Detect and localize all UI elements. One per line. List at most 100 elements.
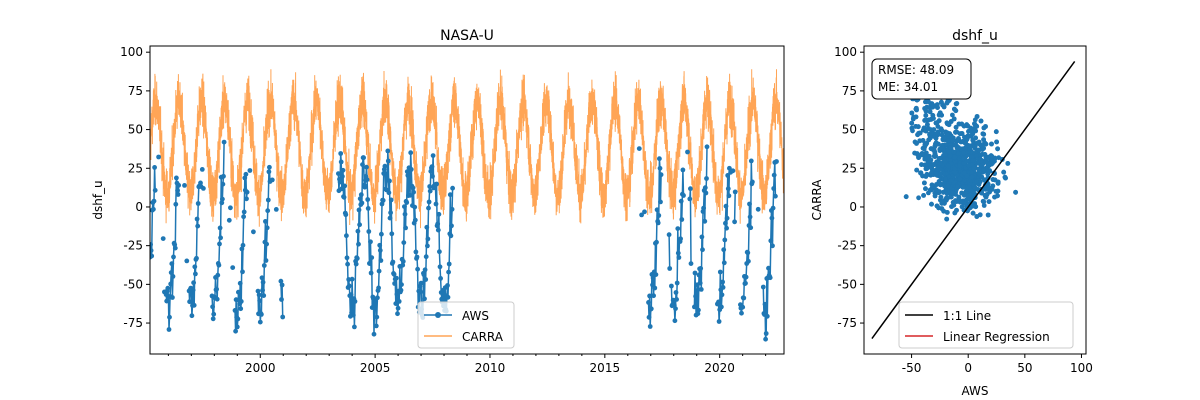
- scatter-point: [986, 199, 992, 205]
- scatter-point: [929, 170, 934, 176]
- scatter-point: [981, 199, 987, 205]
- scatter-point: [938, 126, 944, 132]
- scatter-point: [985, 212, 991, 218]
- timeseries-axes: -75 -50 -25 0 25 50 75 100 2000 2005 2010 2015 2020: [120, 45, 785, 375]
- scatter-point: [959, 190, 965, 196]
- scatter-point: [964, 158, 970, 164]
- legend-label-carra: CARRA: [462, 330, 504, 344]
- scatter-point: [974, 153, 979, 159]
- aws-point: [182, 183, 187, 188]
- scatter-point: [956, 136, 961, 141]
- scatter-point: [931, 162, 936, 168]
- aws-point: [755, 206, 761, 212]
- scatter-point: [995, 146, 1000, 152]
- aws-point: [639, 212, 644, 218]
- scatter-point: [989, 154, 995, 159]
- scatter-point: [992, 194, 997, 200]
- me-text: ME: 34.01: [878, 80, 938, 94]
- scatter-ytick-label: -50: [837, 277, 857, 291]
- scatter-point: [980, 131, 986, 137]
- scatter-point: [974, 123, 980, 129]
- scatter-point: [1013, 189, 1018, 195]
- legend-label-regression: Linear Regression: [943, 330, 1050, 344]
- scatter-point: [994, 139, 999, 145]
- scatter-point: [916, 195, 921, 201]
- scatter-point: [955, 147, 961, 152]
- scatter-ytick-label: 25: [842, 161, 857, 175]
- scatter-point: [937, 171, 943, 177]
- aws-point: [230, 265, 236, 270]
- aws-point: [767, 275, 773, 281]
- aws-point: [251, 229, 256, 235]
- scatter-point: [981, 137, 986, 143]
- scatter-point: [926, 137, 932, 143]
- scatter-point: [913, 114, 919, 120]
- aws-point: [697, 280, 703, 286]
- scatter-point: [993, 129, 999, 135]
- scatter-point: [929, 130, 934, 136]
- scatter-point: [948, 133, 954, 139]
- scatter-point: [966, 134, 971, 140]
- scatter-point: [938, 194, 944, 200]
- scatter-point: [923, 186, 928, 192]
- scatter-point: [903, 194, 909, 200]
- scatter-ylabel: CARRA: [810, 179, 824, 221]
- scatter-point: [909, 110, 915, 116]
- aws-point: [636, 146, 642, 152]
- scatter-point: [1005, 161, 1011, 166]
- scatter-point: [931, 127, 937, 132]
- scatter-point: [987, 168, 992, 174]
- timeseries-xtick-label: 2000: [245, 361, 276, 375]
- legend-label-identity: 1:1 Line: [943, 309, 991, 323]
- aws-point: [727, 165, 732, 171]
- aws-point: [228, 205, 233, 211]
- scatter-point: [945, 195, 950, 201]
- scatter-point: [925, 122, 930, 127]
- scatter-point: [977, 212, 983, 218]
- scatter-point: [937, 161, 943, 166]
- scatter-point: [953, 101, 959, 107]
- scatter-point: [976, 147, 982, 153]
- aws-point: [770, 243, 775, 249]
- timeseries-ylabel: dshf_u: [91, 180, 105, 219]
- scatter-point: [922, 162, 928, 168]
- scatter-point: [957, 163, 963, 169]
- aws-point: [774, 159, 779, 164]
- scatter-point: [921, 146, 927, 152]
- scatter-point: [954, 129, 960, 135]
- scatter-point: [996, 155, 1002, 161]
- aws-point: [156, 154, 162, 160]
- scatter-point: [923, 142, 929, 148]
- scatter-point: [970, 210, 976, 216]
- aws-point: [771, 172, 777, 178]
- scatter-xtick-label: 50: [1017, 361, 1032, 375]
- aws-point: [667, 266, 673, 271]
- aws-point: [273, 207, 279, 212]
- scatter-point: [941, 104, 947, 110]
- scatter-point: [948, 194, 954, 200]
- aws-point: [666, 232, 672, 238]
- scatter-ytick-label: -75: [837, 316, 857, 330]
- carra-series: [150, 69, 784, 229]
- scatter-point: [983, 159, 989, 165]
- scatter-point: [985, 155, 991, 160]
- aws-point: [704, 144, 710, 150]
- scatter-point: [945, 163, 951, 169]
- scatter-ytick-label: 50: [842, 123, 857, 137]
- aws-point: [201, 186, 206, 191]
- scatter-point: [952, 106, 957, 112]
- scatter-point: [934, 182, 939, 187]
- carra-line: [150, 69, 784, 229]
- scatter-point: [931, 116, 936, 121]
- scatter-point: [914, 167, 920, 173]
- aws-point: [730, 168, 736, 174]
- scatter-point: [934, 187, 939, 193]
- aws-point: [732, 189, 738, 195]
- aws-point: [655, 220, 661, 226]
- scatter-point: [909, 120, 915, 126]
- legend-entry-regression: Linear Regression: [905, 330, 1050, 344]
- scatter-point: [929, 201, 934, 207]
- aws-point: [675, 226, 681, 232]
- scatter-xtick-label: 0: [964, 361, 972, 375]
- legend-entry-carra: CARRA: [424, 330, 504, 344]
